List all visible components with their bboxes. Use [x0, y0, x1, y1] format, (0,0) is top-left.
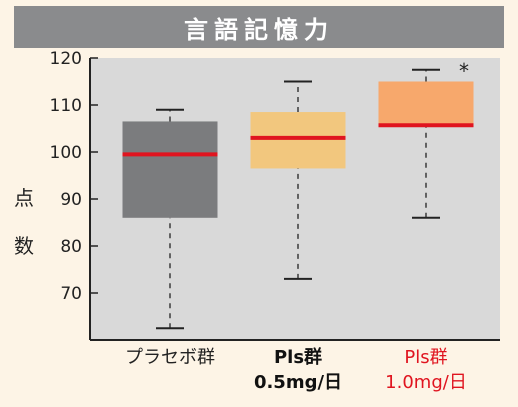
y-tick-label: 110 [50, 96, 82, 116]
box [378, 81, 474, 127]
y-tick-label: 70 [60, 284, 82, 304]
y-tick-label: 100 [50, 143, 82, 163]
x-category-label: 0.5mg/日 [254, 372, 342, 393]
x-category-label: Pls群 [274, 346, 322, 368]
x-category-label: プラセボ群 [125, 347, 215, 368]
y-axis-label: 点 [14, 186, 34, 210]
chart-title: 言語記憶力 [14, 6, 504, 48]
box [250, 112, 346, 169]
significance-marker: * [459, 59, 469, 83]
x-category-label: 1.0mg/日 [385, 372, 467, 393]
y-tick-label: 80 [60, 237, 82, 257]
box [122, 121, 218, 218]
x-category-label: Pls群 [404, 347, 447, 368]
y-axis-label: 数 [14, 234, 34, 258]
y-tick-label: 120 [50, 49, 82, 69]
y-tick-label: 90 [60, 190, 82, 210]
